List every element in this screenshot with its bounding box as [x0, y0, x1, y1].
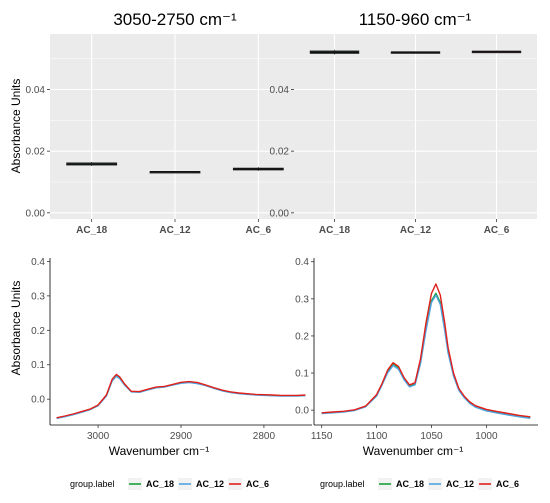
panel-4-x-axis-label: Wavenumber cm⁻¹	[363, 444, 464, 458]
legend-label-AC_18: AC_18	[396, 479, 424, 489]
legend-label-AC_12: AC_12	[446, 479, 474, 489]
y-tick-label: 0.00	[270, 208, 290, 219]
legend-label-AC_12: AC_12	[196, 479, 224, 489]
y-tick-label: 0.2	[31, 326, 45, 337]
panel-4-spectrum: 0.0 0.1 0.2 0.3 0.4 1150 1100 1050 1000	[295, 257, 538, 442]
y-tick-label: 0.04	[270, 85, 290, 96]
y-tick-label: 0.3	[31, 291, 45, 302]
x-tick-label: 1000	[475, 431, 498, 442]
x-tick-label: 2900	[170, 431, 193, 442]
panel-3-spectrum: 0.0 0.1 0.2 0.3 0.4 3000 2900 2800	[31, 257, 312, 442]
y-tick-label: 0.02	[270, 147, 290, 158]
y-tick-label: 0.02	[26, 147, 46, 158]
y-tick-label: 0.3	[295, 294, 309, 305]
panel-3-lines	[56, 373, 306, 420]
x-tick-label: 1150	[311, 431, 333, 442]
y-tick-label: 0.1	[295, 369, 309, 380]
x-tick-label: 1100	[366, 431, 388, 442]
legend-label-AC_6: AC_6	[246, 479, 269, 489]
series-line-AC_6	[321, 283, 531, 418]
x-tick-label: 2800	[253, 431, 276, 442]
y-tick-label: 0.00	[26, 208, 46, 219]
x-tick-label-AC_6: AC_6	[484, 225, 510, 236]
x-tick-label-AC_12: AC_12	[159, 225, 191, 236]
x-tick-label: 1050	[420, 431, 443, 442]
series-line-AC_12	[321, 294, 531, 419]
panel-1-gridlines	[50, 34, 300, 219]
legend-label-AC_6: AC_6	[496, 479, 519, 489]
legend-title: group.label	[70, 479, 115, 489]
x-tick-label-AC_12: AC_12	[400, 225, 432, 236]
panel-1-boxplot: 0.00 0.02 0.04 AC_18 AC_12 AC_6	[26, 34, 300, 236]
panel-2-boxes	[309, 49, 522, 55]
legend-label-AC_18: AC_18	[146, 479, 174, 489]
panel-2-gridlines	[294, 34, 537, 219]
panel-2-title: 1150-960 cm⁻¹	[359, 10, 472, 29]
panel-4-lines	[321, 283, 531, 419]
legend-left: group.label AC_18 AC_12 AC_6	[70, 478, 269, 490]
panel-4-y-ticks: 0.0 0.1 0.2 0.3 0.4	[295, 257, 314, 417]
y-tick-label: 0.04	[26, 85, 46, 96]
panel-4-x-ticks: 1150 1100 1050 1000	[311, 425, 498, 442]
panel-2-x-ticks: AC_18 AC_12 AC_6	[319, 219, 510, 236]
panel-3-y-axis-label: Absorbance Units	[9, 281, 23, 376]
panel-3-y-ticks: 0.0 0.1 0.2 0.3 0.4	[31, 257, 50, 406]
panel-2-boxplot: 0.00 0.02 0.04 AC_18 AC_12 AC_6	[270, 34, 537, 236]
legend-title: group.label	[320, 479, 365, 489]
panel-3-axes	[49, 258, 312, 426]
series-line-AC_18	[321, 292, 531, 419]
panel-1-boxes	[66, 161, 284, 174]
panel-1-y-ticks: 0.00 0.02 0.04	[26, 85, 50, 219]
y-tick-label: 0.1	[31, 360, 45, 371]
panel-1-y-axis-label: Absorbance Units	[9, 79, 23, 174]
y-tick-label: 0.4	[31, 257, 45, 268]
x-tick-label-AC_18: AC_18	[76, 225, 108, 236]
x-tick-label-AC_6: AC_6	[246, 225, 272, 236]
y-tick-label: 0.0	[31, 395, 45, 406]
y-tick-label: 0.0	[295, 406, 309, 417]
x-tick-label: 3000	[87, 431, 110, 442]
panel-3-x-ticks: 3000 2900 2800	[87, 425, 276, 442]
panel-2-y-ticks: 0.00 0.02 0.04	[270, 85, 294, 219]
series-line-AC_6	[56, 373, 306, 419]
legend-right: group.label AC_18 AC_12 AC_6	[320, 478, 519, 490]
panel-4-axes	[313, 258, 538, 426]
x-tick-label-AC_18: AC_18	[319, 225, 351, 236]
y-tick-label: 0.2	[295, 331, 309, 342]
y-tick-label: 0.4	[295, 257, 309, 268]
panel-3-x-axis-label: Wavenumber cm⁻¹	[109, 444, 210, 458]
panel-1-title: 3050-2750 cm⁻¹	[113, 10, 237, 29]
panel-1-x-ticks: AC_18 AC_12 AC_6	[76, 219, 272, 236]
